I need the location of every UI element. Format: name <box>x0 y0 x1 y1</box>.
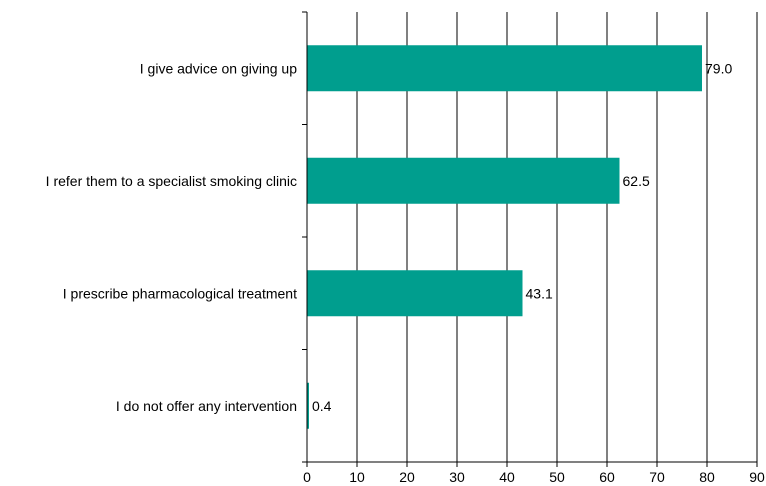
x-tick-label: 50 <box>549 469 565 485</box>
value-label: 79.0 <box>705 60 732 76</box>
category-label: I refer them to a specialist smoking cli… <box>46 173 297 189</box>
value-label: 0.4 <box>312 398 332 414</box>
x-tick-label: 30 <box>449 469 465 485</box>
bar-1 <box>307 45 702 91</box>
category-label: I prescribe pharmacological treatment <box>63 285 297 301</box>
x-tick-label: 60 <box>599 469 615 485</box>
bar-2 <box>307 158 620 204</box>
x-tick-label: 40 <box>499 469 515 485</box>
x-tick-label: 0 <box>303 469 311 485</box>
category-label: I give advice on giving up <box>140 60 297 76</box>
x-tick-label: 20 <box>399 469 415 485</box>
value-label: 62.5 <box>623 173 650 189</box>
x-tick-label: 80 <box>699 469 715 485</box>
value-label: 43.1 <box>526 285 553 301</box>
x-tick-label: 70 <box>649 469 665 485</box>
category-label: I do not offer any intervention <box>116 398 297 414</box>
bar-3 <box>307 270 523 316</box>
bars <box>307 45 702 429</box>
x-tick-label: 10 <box>349 469 365 485</box>
x-tick-label: 90 <box>749 469 765 485</box>
